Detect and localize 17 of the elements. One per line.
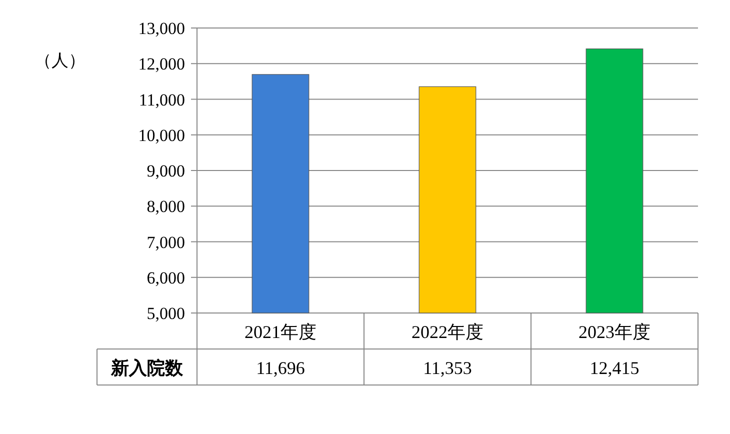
y-tick-label: 8,000	[146, 197, 185, 216]
text: 新入院数	[110, 358, 184, 379]
data-label: 12,415	[590, 358, 640, 378]
y-tick-label: 10,000	[138, 126, 185, 145]
data-label: 11,353	[423, 358, 472, 378]
y-tick-label: 9,000	[146, 162, 185, 180]
y-axis-title: （人）	[34, 51, 86, 70]
y-tick-label: 12,000	[138, 54, 185, 74]
x-tick-label: 2022年度	[412, 322, 484, 342]
y-tick-label: 13,000	[138, 19, 185, 38]
y-tick-label: 5,000	[146, 304, 185, 323]
y-tick-label: 7,000	[146, 232, 185, 252]
x-tick-label: 2023年度	[578, 322, 650, 342]
data-label: 11,696	[256, 358, 305, 378]
y-tick-label: 6,000	[146, 268, 185, 288]
x-tick-label: 2021年度	[244, 322, 316, 342]
y-tick-label: 11,000	[138, 90, 185, 110]
